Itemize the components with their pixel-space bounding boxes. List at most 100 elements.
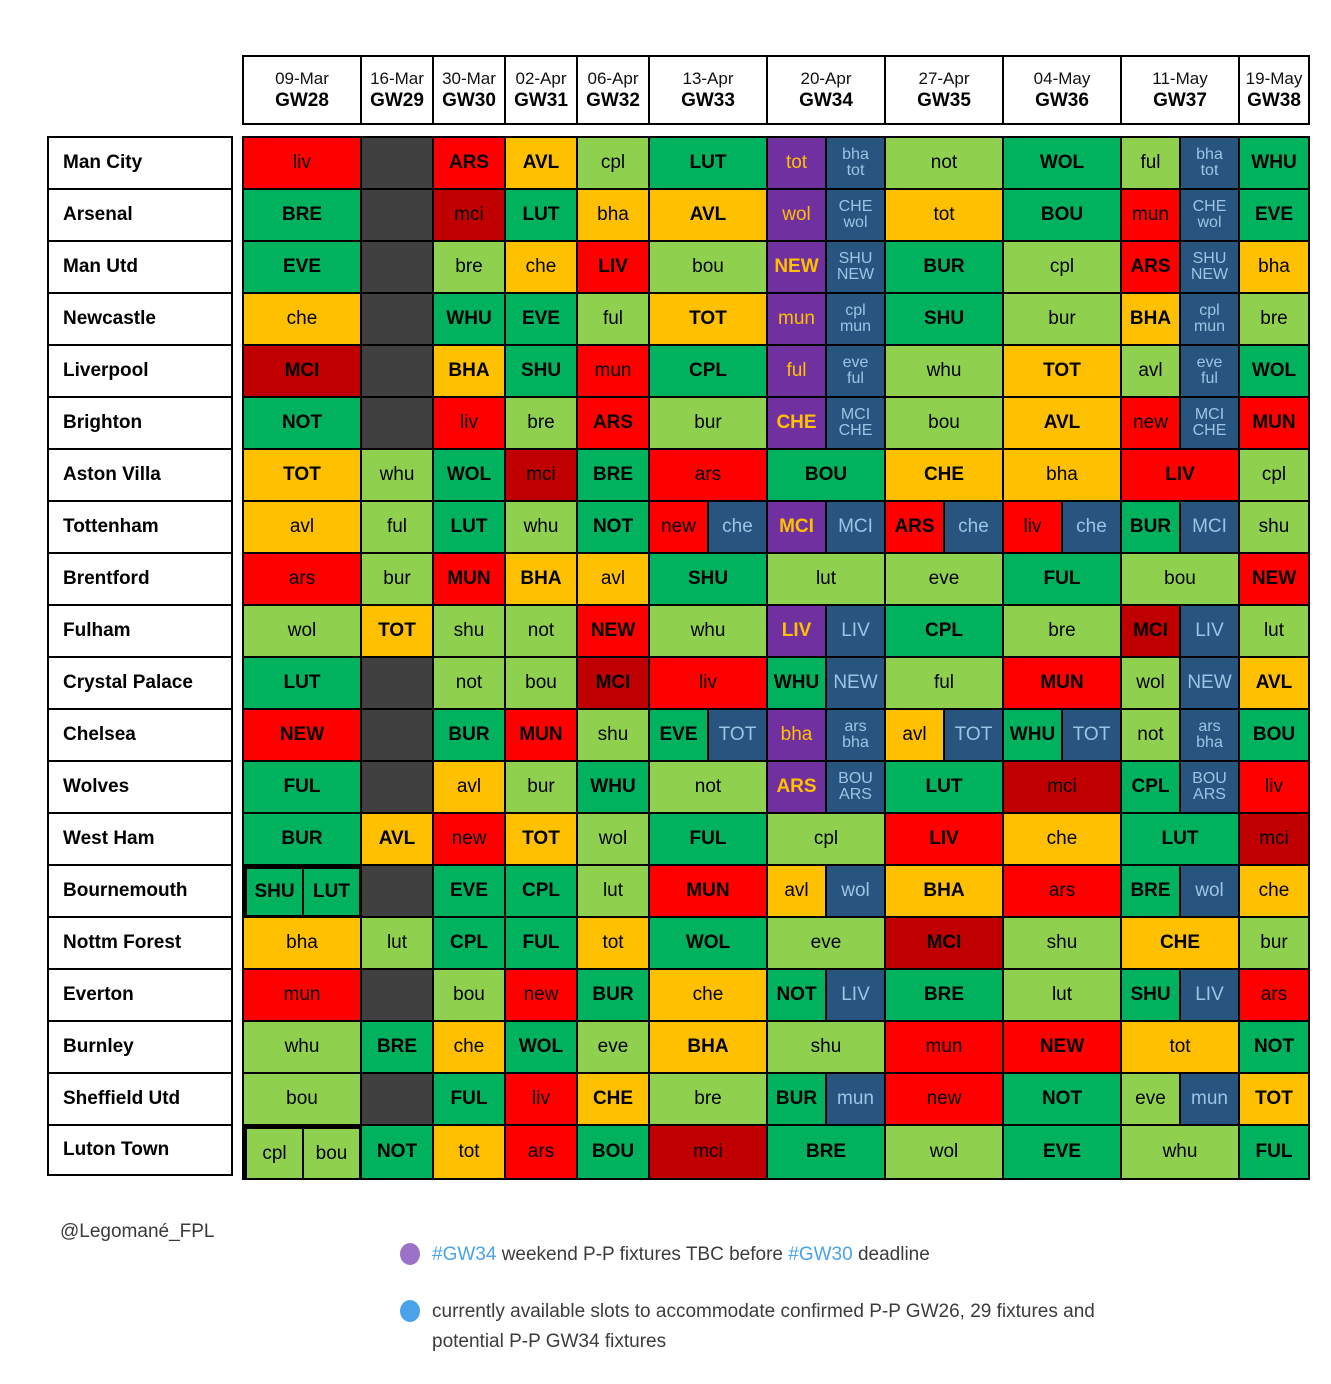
fixture-cell[interactable]: SHU LIV xyxy=(1122,970,1240,1022)
fixture-cell[interactable]: WHU xyxy=(1240,138,1308,190)
fixture-cell[interactable]: BRE xyxy=(578,450,650,502)
fixture-cell[interactable]: BUR xyxy=(244,814,362,866)
fixture-cell[interactable]: liv xyxy=(1240,762,1308,814)
fixture-cell[interactable]: CPL xyxy=(886,606,1004,658)
fixture-cell[interactable]: CPL BOU ARS xyxy=(1122,762,1240,814)
fixture-cell[interactable]: tot xyxy=(886,190,1004,242)
fixture-cell[interactable]: FUL xyxy=(1240,1126,1308,1178)
fixture-cell[interactable]: mci xyxy=(506,450,578,502)
fixture-cell[interactable]: EVE xyxy=(506,294,578,346)
fixture-cell[interactable]: MUN xyxy=(434,554,506,606)
team-row-tottenham[interactable]: Tottenham xyxy=(47,500,233,552)
fixture-cell[interactable]: LUT xyxy=(506,190,578,242)
fixture-cell[interactable]: bur xyxy=(506,762,578,814)
fixture-cell[interactable]: FUL xyxy=(1004,554,1122,606)
fixture-cell[interactable]: MUN xyxy=(1004,658,1122,710)
fixture-cell[interactable]: FUL xyxy=(506,918,578,970)
fixture-cell[interactable]: NOT xyxy=(578,502,650,554)
fixture-cell[interactable]: BUR MCI xyxy=(1122,502,1240,554)
fixture-cell[interactable]: LUT xyxy=(1122,814,1240,866)
fixture-cell[interactable]: WHU NEW xyxy=(768,658,886,710)
fixture-cell[interactable]: AVL xyxy=(1004,398,1122,450)
fixture-cell[interactable]: NEW xyxy=(1004,1022,1122,1074)
fixture-cell[interactable]: avl TOT xyxy=(886,710,1004,762)
fixture-cell[interactable]: cpl xyxy=(768,814,886,866)
team-row-brentford[interactable]: Brentford xyxy=(47,552,233,604)
fixture-cell[interactable] xyxy=(362,190,434,242)
fixture-cell[interactable]: BOU xyxy=(578,1126,650,1178)
fixture-cell[interactable]: cpl xyxy=(578,138,650,190)
fixture-cell[interactable]: bha ars bha xyxy=(768,710,886,762)
fixture-cell[interactable]: wol xyxy=(244,606,362,658)
fixture-cell[interactable]: LIV xyxy=(578,242,650,294)
fixture-cell[interactable]: avl eve ful xyxy=(1122,346,1240,398)
fixture-cell[interactable]: tot xyxy=(1122,1022,1240,1074)
fixture-cell[interactable]: SHU LUT xyxy=(244,866,362,918)
team-row-wolves[interactable]: Wolves xyxy=(47,760,233,812)
fixture-cell[interactable]: ful xyxy=(578,294,650,346)
team-row-luton-town[interactable]: Luton Town xyxy=(47,1124,233,1176)
fixture-cell[interactable]: MCI xyxy=(244,346,362,398)
team-row-west-ham[interactable]: West Ham xyxy=(47,812,233,864)
fixture-cell[interactable]: lut xyxy=(362,918,434,970)
fixture-cell[interactable]: ARS che xyxy=(886,502,1004,554)
fixture-cell[interactable]: TOT xyxy=(506,814,578,866)
fixture-cell[interactable]: WHU xyxy=(578,762,650,814)
fixture-cell[interactable]: not ars bha xyxy=(1122,710,1240,762)
fixture-cell[interactable]: avl xyxy=(578,554,650,606)
fixture-cell[interactable]: bou xyxy=(506,658,578,710)
fixture-cell[interactable]: TOT xyxy=(1004,346,1122,398)
fixture-cell[interactable]: bha xyxy=(244,918,362,970)
fixture-cell[interactable]: cpl bou xyxy=(244,1126,362,1178)
fixture-cell[interactable]: shu xyxy=(434,606,506,658)
fixture-cell[interactable]: shu xyxy=(1004,918,1122,970)
fixture-cell[interactable]: MCI xyxy=(578,658,650,710)
legend-hashtag[interactable]: #GW30 xyxy=(788,1244,853,1265)
fixture-cell[interactable]: SHU xyxy=(506,346,578,398)
fixture-cell[interactable]: TOT xyxy=(1240,1074,1308,1126)
fixture-cell[interactable]: bur xyxy=(362,554,434,606)
fixture-cell[interactable]: lut xyxy=(1240,606,1308,658)
fixture-cell[interactable]: NEW xyxy=(244,710,362,762)
fixture-cell[interactable]: bha xyxy=(1240,242,1308,294)
fixture-cell[interactable]: BRE xyxy=(768,1126,886,1178)
fixture-cell[interactable]: FUL xyxy=(244,762,362,814)
fixture-cell[interactable]: BUR xyxy=(886,242,1004,294)
fixture-cell[interactable]: BHA xyxy=(650,1022,768,1074)
fixture-cell[interactable]: new xyxy=(506,970,578,1022)
fixture-cell[interactable]: bur xyxy=(1240,918,1308,970)
fixture-cell[interactable]: tot bha tot xyxy=(768,138,886,190)
fixture-cell[interactable]: EVE xyxy=(1240,190,1308,242)
fixture-cell[interactable]: BHA cpl mun xyxy=(1122,294,1240,346)
team-row-fulham[interactable]: Fulham xyxy=(47,604,233,656)
fixture-cell[interactable]: eve xyxy=(578,1022,650,1074)
fixture-cell[interactable]: LIV xyxy=(886,814,1004,866)
fixture-cell[interactable]: CHE xyxy=(886,450,1004,502)
fixture-cell[interactable]: new che xyxy=(650,502,768,554)
fixture-cell[interactable]: BHA xyxy=(886,866,1004,918)
fixture-cell[interactable]: shu xyxy=(1240,502,1308,554)
fixture-cell[interactable]: shu xyxy=(768,1022,886,1074)
fixture-cell[interactable]: bre xyxy=(506,398,578,450)
team-row-burnley[interactable]: Burnley xyxy=(47,1020,233,1072)
fixture-cell[interactable]: not xyxy=(434,658,506,710)
legend-hashtag[interactable]: #GW34 xyxy=(432,1244,497,1265)
fixture-cell[interactable]: ars xyxy=(1240,970,1308,1022)
fixture-cell[interactable]: LUT xyxy=(650,138,768,190)
fixture-cell[interactable] xyxy=(362,138,434,190)
fixture-cell[interactable]: WOL xyxy=(506,1022,578,1074)
fixture-cell[interactable] xyxy=(362,398,434,450)
fixture-cell[interactable]: WOL xyxy=(1240,346,1308,398)
fixture-cell[interactable]: cpl xyxy=(1240,450,1308,502)
fixture-cell[interactable] xyxy=(362,242,434,294)
team-row-aston-villa[interactable]: Aston Villa xyxy=(47,448,233,500)
team-row-everton[interactable]: Everton xyxy=(47,968,233,1020)
fixture-cell[interactable]: TOT xyxy=(244,450,362,502)
fixture-cell[interactable]: AVL xyxy=(1240,658,1308,710)
fixture-cell[interactable]: BRE xyxy=(362,1022,434,1074)
fixture-cell[interactable]: TOT xyxy=(362,606,434,658)
fixture-cell[interactable]: MCI LIV xyxy=(1122,606,1240,658)
fixture-cell[interactable]: CHE xyxy=(578,1074,650,1126)
fixture-cell[interactable]: WOL xyxy=(434,450,506,502)
fixture-cell[interactable]: MCI MCI xyxy=(768,502,886,554)
